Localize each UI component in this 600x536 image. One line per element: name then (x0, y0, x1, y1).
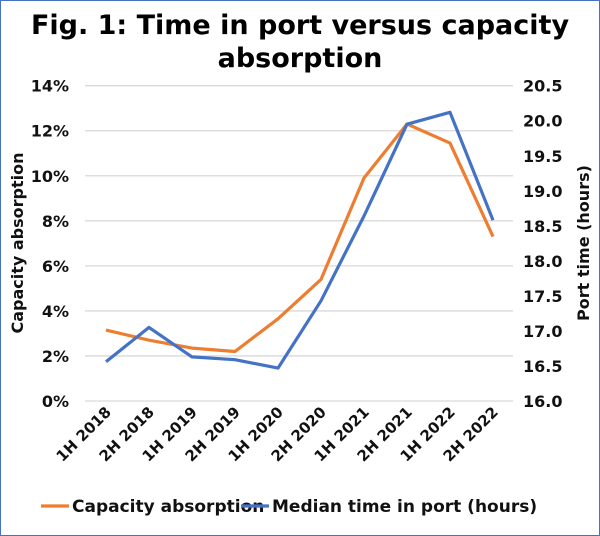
y-left-tick-label: 0% (42, 392, 69, 411)
y-left-tick-label: 14% (31, 77, 69, 96)
y-left-tick-label: 2% (42, 347, 69, 366)
y-left-tick-label: 10% (31, 167, 69, 186)
y-right-tick-label: 19.0 (523, 182, 562, 201)
legend-label-capacity-absorption: Capacity absorption (72, 497, 264, 517)
y-right-tick-label: 18.0 (523, 252, 562, 271)
y-left-tick-label: 8% (42, 212, 69, 231)
y-right-tick-label: 19.5 (523, 147, 562, 166)
y-right-tick-label: 16.5 (523, 357, 562, 376)
y-left-axis-label: Capacity absorption (8, 152, 27, 333)
y-right-tick-label: 20.0 (523, 112, 562, 131)
y-right-tick-label: 17.0 (523, 322, 562, 341)
chart-title-line2: absorption (217, 43, 383, 74)
y-left-tick-label: 6% (42, 257, 69, 276)
chart-title: Fig. 1: Time in port versus capacity abs… (1, 9, 599, 75)
series-line-median-time-in-port (105, 110, 495, 370)
y-right-axis-label: Port time (hours) (574, 165, 593, 321)
y-right-tick-label: 16.0 (523, 392, 562, 411)
y-right-tick-label: 18.5 (523, 217, 562, 236)
legend-label-median-time-in-port: Median time in port (hours) (272, 497, 537, 517)
y-left-tick-label: 12% (31, 122, 69, 141)
chart-title-line1: Fig. 1: Time in port versus capacity (30, 10, 570, 41)
y-left-tick-label: 4% (42, 302, 69, 321)
series-line-capacity-absorption (105, 122, 495, 354)
y-right-tick-label: 17.5 (523, 287, 562, 306)
y-right-tick-label: 20.5 (523, 77, 562, 96)
